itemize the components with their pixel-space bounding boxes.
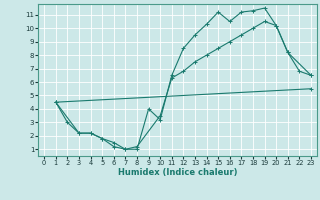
X-axis label: Humidex (Indice chaleur): Humidex (Indice chaleur) xyxy=(118,168,237,177)
